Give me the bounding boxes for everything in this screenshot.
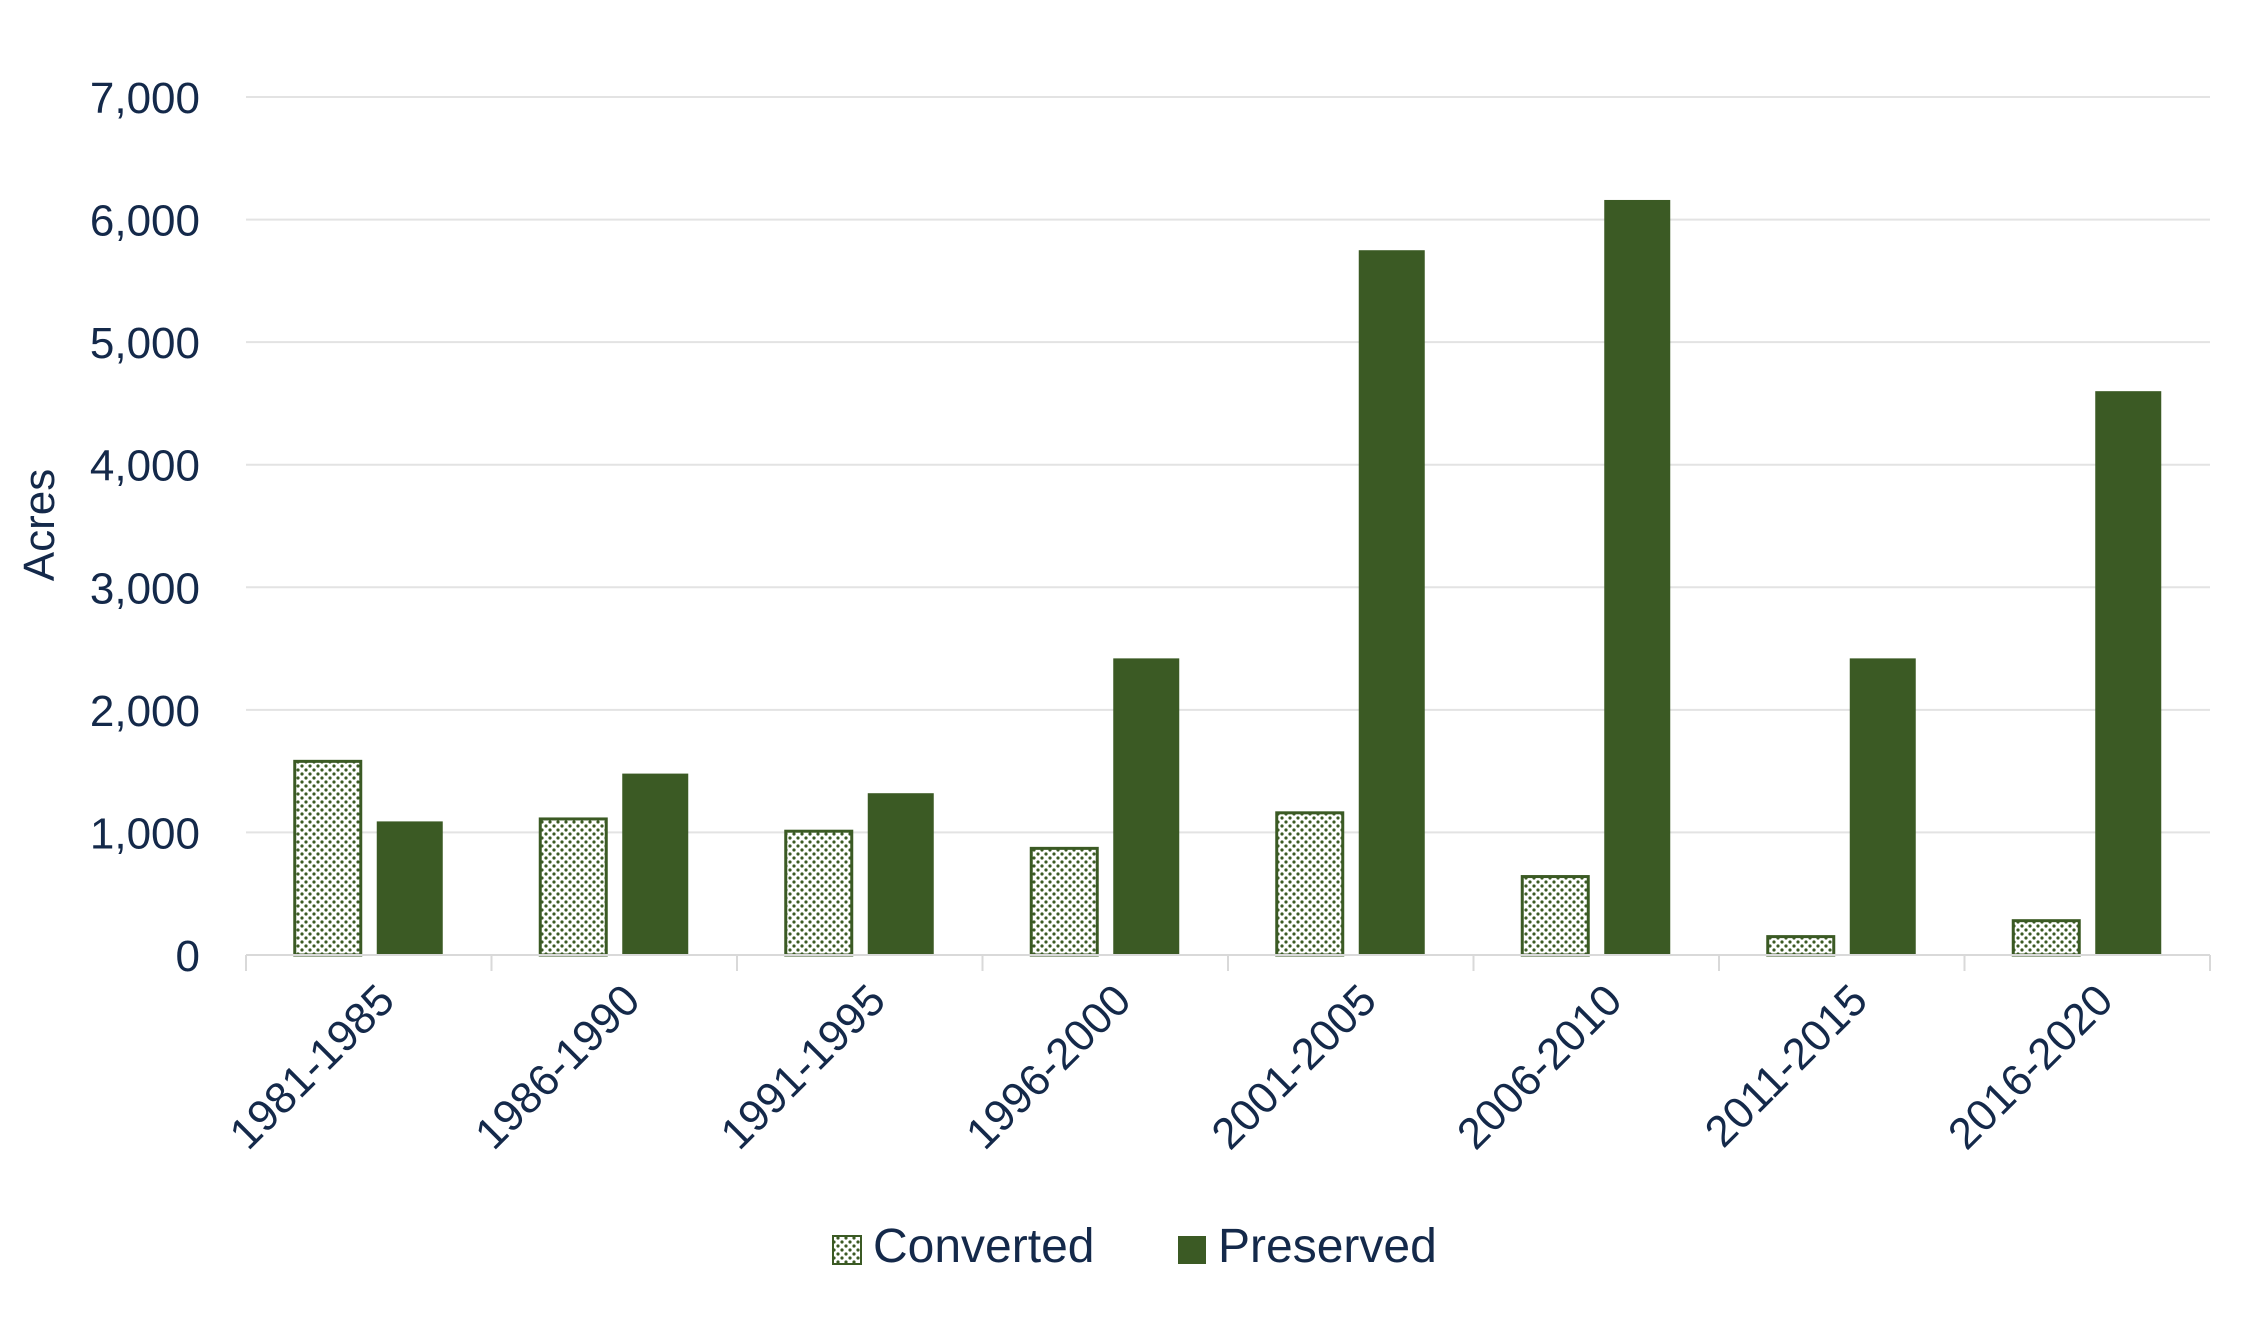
legend-item-preserved: Preserved — [1178, 1220, 1437, 1273]
y-axis-ticks: 0 1,000 2,000 3,000 4,000 5,000 6,000 7,000 — [90, 74, 200, 981]
y-axis-title: Acres — [15, 469, 64, 581]
legend-item-converted: Converted — [832, 1220, 1094, 1273]
bar-converted-1986-1990 — [538, 817, 608, 957]
y-tick-label: 5,000 — [90, 319, 200, 368]
bar-converted-1981-1985 — [293, 759, 363, 957]
bar-converted-2001-2005 — [1275, 811, 1345, 957]
bar-converted-2011-2015 — [1766, 935, 1836, 957]
y-tick-label: 1,000 — [90, 809, 200, 858]
x-tick-label: 2001-2005 — [1202, 975, 1385, 1158]
bar-preserved-2011-2015 — [1849, 658, 1916, 955]
bar-preserved-2016-2020 — [2095, 391, 2162, 956]
legend-swatch — [1178, 1236, 1206, 1264]
y-tick-label: 4,000 — [90, 442, 200, 491]
bar-preserved-1996-2000 — [1113, 658, 1180, 955]
x-tick-label: 2016-2020 — [1939, 975, 2122, 1158]
x-tick-label: 1986-1990 — [466, 975, 649, 1158]
bar-preserved-1986-1990 — [622, 773, 689, 955]
bar-converted-2006-2010 — [1520, 875, 1590, 957]
y-tick-label: 7,000 — [90, 74, 200, 123]
bar-converted-1991-1995 — [784, 829, 854, 957]
bar-preserved-1991-1995 — [867, 793, 934, 955]
x-tick-label: 1991-1995 — [711, 975, 894, 1158]
legend-label: Preserved — [1218, 1220, 1437, 1273]
legend-swatch — [832, 1235, 862, 1265]
x-axis: 1981-1985 1986-1990 1991-1995 1996-2000 2001… — [220, 954, 2211, 1159]
bar-preserved-2001-2005 — [1358, 250, 1425, 955]
bars — [293, 199, 2162, 957]
y-tick-label: 6,000 — [90, 197, 200, 246]
x-tick-label: 2011-2015 — [1696, 975, 1877, 1156]
bar-converted-2016-2020 — [2011, 919, 2081, 957]
x-tick-label: 1996-2000 — [957, 975, 1140, 1158]
bar-converted-1996-2000 — [1029, 846, 1099, 957]
gridlines — [246, 96, 2210, 834]
legend-label: Converted — [873, 1220, 1094, 1273]
y-tick-label: 0 — [176, 932, 200, 981]
y-tick-label: 2,000 — [90, 687, 200, 736]
bar-preserved-2006-2010 — [1604, 199, 1671, 955]
legend: Converted Preserved — [832, 1220, 1437, 1273]
x-tick-label: 2006-2010 — [1448, 975, 1631, 1158]
bar-preserved-1981-1985 — [376, 821, 443, 955]
y-tick-label: 3,000 — [90, 564, 200, 613]
x-tick-label: 1981-1985 — [220, 975, 403, 1158]
